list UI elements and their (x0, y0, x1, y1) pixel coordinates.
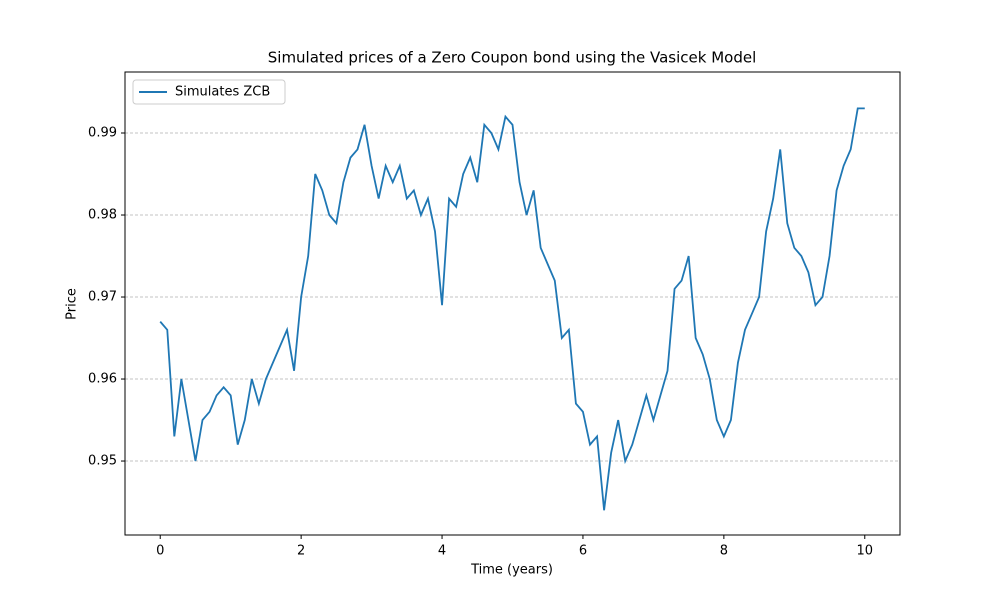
legend-box (132, 79, 286, 105)
x-axis-label: Time (years) (470, 563, 553, 578)
y-tick-label: 0.96 (88, 372, 117, 387)
x-tick-label: 2 (297, 544, 305, 559)
chart-title: Simulated prices of a Zero Coupon bond u… (268, 49, 757, 67)
legend-label: Simulates ZCB (175, 85, 270, 100)
data-line (159, 107, 865, 511)
y-tick-label: 0.98 (88, 208, 117, 223)
x-tick-label: 4 (438, 544, 446, 559)
y-axis-label: Price (65, 288, 80, 320)
x-tick-label: 0 (156, 544, 164, 559)
y-tick-label: 0.97 (88, 290, 117, 305)
x-tick-label: 8 (720, 544, 728, 559)
y-tick-label: 0.95 (88, 454, 117, 469)
x-tick-label: 10 (856, 544, 873, 559)
y-tick-label: 0.99 (88, 126, 117, 141)
plot-frame (124, 71, 901, 536)
x-tick-label: 6 (579, 544, 587, 559)
